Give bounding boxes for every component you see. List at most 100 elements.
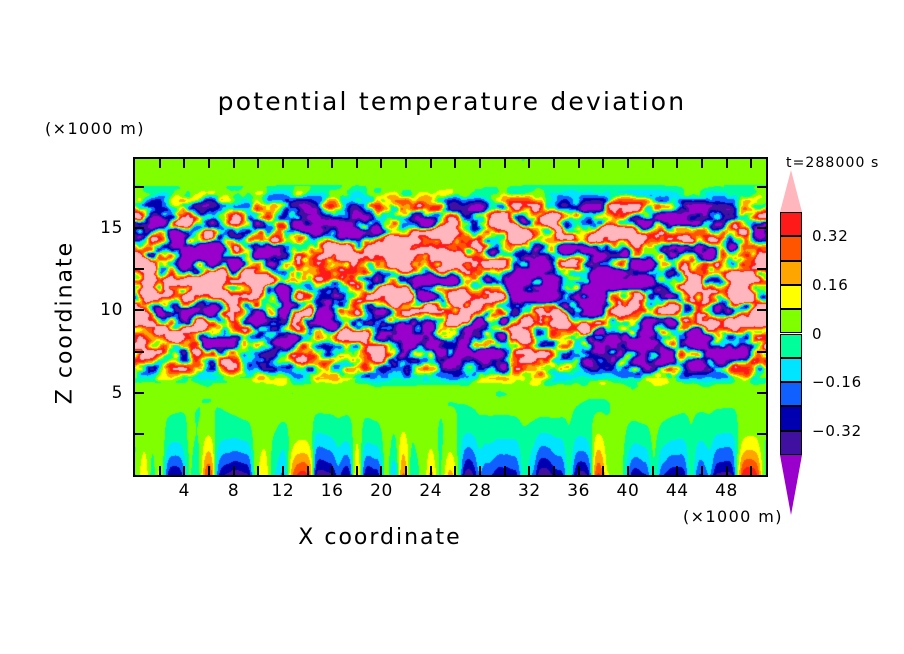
y-tick — [135, 185, 144, 188]
x-tick — [577, 466, 580, 475]
x-tick — [281, 466, 284, 475]
x-tick-top — [331, 159, 334, 168]
x-tick-top — [479, 159, 482, 168]
x-axis-unit-label: (×1000 m) — [683, 507, 783, 526]
y-tick-label: 15 — [100, 218, 123, 239]
x-tick — [306, 466, 309, 475]
y-tick-right — [757, 350, 766, 353]
x-tick — [528, 466, 531, 475]
colorbar-over-arrow — [780, 170, 802, 212]
y-axis-unit-label: (×1000 m) — [45, 119, 145, 138]
colorbar-tick-label: 0 — [812, 324, 823, 343]
x-tick — [626, 466, 629, 475]
colorbar-band — [780, 212, 802, 237]
colorbar-band — [780, 236, 802, 261]
y-tick — [135, 309, 144, 312]
x-tick-label: 16 — [320, 481, 344, 501]
colorbar-tick-label: −0.32 — [812, 421, 862, 440]
x-tick — [232, 466, 235, 475]
x-tick-top — [700, 159, 703, 168]
time-stamp-label: t=288000 s — [786, 155, 880, 171]
x-tick-label: 44 — [665, 481, 689, 501]
x-tick — [676, 466, 679, 475]
x-tick-label: 12 — [271, 481, 295, 501]
x-tick — [454, 466, 457, 475]
x-tick-top — [577, 159, 580, 168]
x-tick-top — [429, 159, 432, 168]
colorbar-band — [780, 260, 802, 285]
x-tick-top — [626, 159, 629, 168]
colorbar — [780, 170, 802, 515]
x-tick — [479, 466, 482, 475]
x-tick-top — [257, 159, 260, 168]
x-tick-top — [602, 159, 605, 168]
x-tick — [750, 466, 753, 475]
x-tick — [380, 466, 383, 475]
x-tick-top — [750, 159, 753, 168]
x-tick-top — [183, 159, 186, 168]
y-tick-right — [757, 309, 766, 312]
x-tick-top — [503, 159, 506, 168]
y-tick — [135, 432, 144, 435]
x-tick-label: 40 — [616, 481, 640, 501]
y-tick — [135, 350, 144, 353]
colorbar-band — [780, 382, 802, 407]
y-tick — [135, 268, 144, 271]
x-tick — [183, 466, 186, 475]
y-tick-label: 10 — [100, 300, 123, 321]
x-tick — [651, 466, 654, 475]
x-tick-top — [380, 159, 383, 168]
page-title: potential temperature deviation — [217, 87, 687, 116]
colorbar-tick-label: 0.16 — [812, 275, 849, 294]
x-tick-top — [651, 159, 654, 168]
x-tick — [158, 466, 161, 475]
y-tick-right — [757, 391, 766, 394]
x-tick — [355, 466, 358, 475]
contour-plot-area — [133, 157, 768, 477]
colorbar-band — [780, 430, 802, 455]
x-tick — [553, 466, 556, 475]
y-tick-label: 5 — [111, 382, 123, 403]
y-tick-right — [757, 185, 766, 188]
x-tick-label: 36 — [567, 481, 591, 501]
colorbar-band — [780, 357, 802, 383]
x-tick-top — [207, 159, 210, 168]
x-tick-top — [405, 159, 408, 168]
x-tick-top — [454, 159, 457, 168]
x-axis-title: X coordinate — [298, 525, 462, 550]
x-tick — [331, 466, 334, 475]
x-tick-top — [725, 159, 728, 168]
contour-field — [135, 159, 766, 475]
x-tick — [503, 466, 506, 475]
x-tick — [725, 466, 728, 475]
y-tick-right — [757, 268, 766, 271]
x-tick-label: 4 — [178, 481, 191, 501]
x-tick — [405, 466, 408, 475]
colorbar-band — [780, 333, 802, 358]
colorbar-tick-label: 0.32 — [812, 227, 849, 246]
y-tick-right — [757, 227, 766, 230]
y-tick — [135, 227, 144, 230]
y-tick-right — [757, 432, 766, 435]
x-tick-top — [281, 159, 284, 168]
y-tick — [135, 391, 144, 394]
x-tick-top — [158, 159, 161, 168]
x-tick-label: 32 — [517, 481, 541, 501]
colorbar-tick-label: −0.16 — [812, 373, 862, 392]
x-tick — [257, 466, 260, 475]
x-tick-label: 28 — [468, 481, 492, 501]
x-tick-label: 24 — [419, 481, 443, 501]
x-tick — [429, 466, 432, 475]
x-tick-top — [676, 159, 679, 168]
x-tick-label: 48 — [715, 481, 738, 501]
colorbar-under-arrow — [780, 455, 802, 515]
x-tick-top — [232, 159, 235, 168]
x-tick-top — [528, 159, 531, 168]
y-axis-title: Z coordinate — [52, 240, 78, 405]
colorbar-band — [780, 406, 802, 431]
x-tick — [207, 466, 210, 475]
x-tick — [700, 466, 703, 475]
x-tick-top — [355, 159, 358, 168]
colorbar-band — [780, 284, 802, 310]
